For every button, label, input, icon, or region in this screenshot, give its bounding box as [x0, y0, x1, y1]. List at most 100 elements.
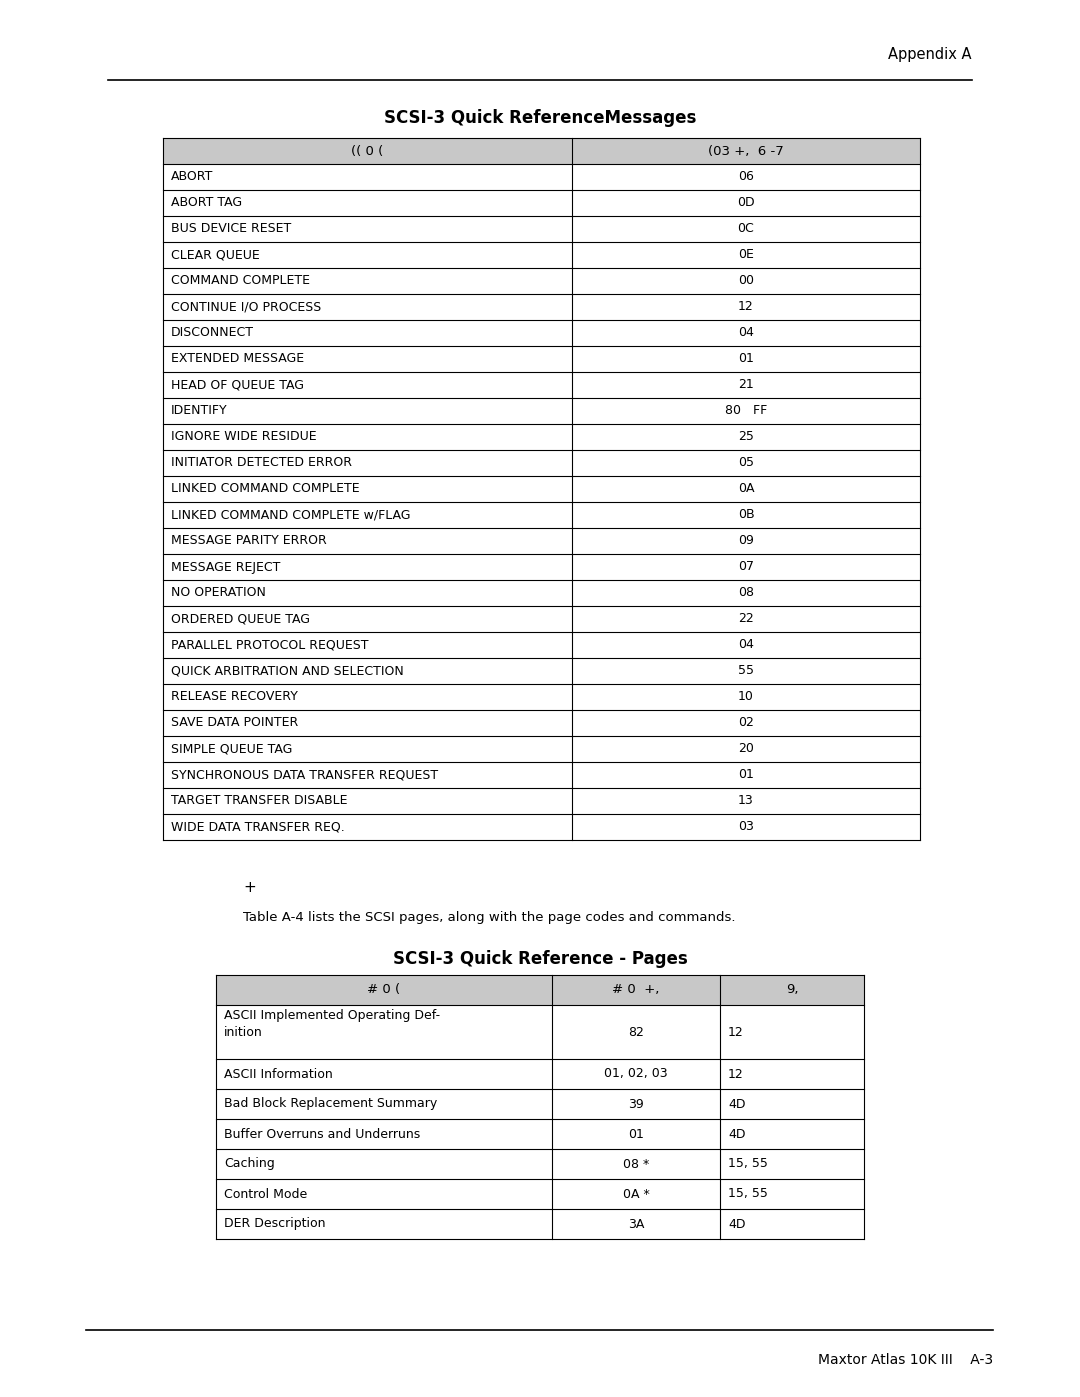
- Bar: [163, 372, 920, 398]
- Bar: [163, 502, 920, 528]
- Bar: [163, 658, 920, 685]
- Text: EXTENDED MESSAGE: EXTENDED MESSAGE: [171, 352, 305, 366]
- Text: ASCII Information: ASCII Information: [224, 1067, 333, 1080]
- Text: 0A: 0A: [738, 482, 754, 496]
- Text: RELEASE RECOVERY: RELEASE RECOVERY: [171, 690, 298, 704]
- Text: COMMAND COMPLETE: COMMAND COMPLETE: [171, 274, 310, 288]
- Bar: [163, 606, 920, 631]
- Text: 55: 55: [738, 665, 754, 678]
- Text: WIDE DATA TRANSFER REQ.: WIDE DATA TRANSFER REQ.: [171, 820, 345, 834]
- Text: 10: 10: [738, 690, 754, 704]
- Text: 01, 02, 03: 01, 02, 03: [604, 1067, 667, 1080]
- Text: ABORT: ABORT: [171, 170, 214, 183]
- Text: Control Mode: Control Mode: [224, 1187, 307, 1200]
- Text: 04: 04: [738, 638, 754, 651]
- Text: HEAD OF QUEUE TAG: HEAD OF QUEUE TAG: [171, 379, 303, 391]
- Text: 12: 12: [728, 1067, 744, 1080]
- Text: 0B: 0B: [738, 509, 754, 521]
- Text: +: +: [243, 880, 256, 894]
- Bar: [163, 788, 920, 814]
- Text: BUS DEVICE RESET: BUS DEVICE RESET: [171, 222, 292, 236]
- Text: inition: inition: [224, 1027, 262, 1039]
- Text: 01: 01: [738, 352, 754, 366]
- Text: Table A-4 lists the SCSI pages, along with the page codes and commands.: Table A-4 lists the SCSI pages, along wi…: [243, 911, 735, 923]
- Text: 4D: 4D: [728, 1098, 745, 1111]
- Text: IDENTIFY: IDENTIFY: [171, 405, 228, 418]
- Text: 0A *: 0A *: [623, 1187, 649, 1200]
- Text: 05: 05: [738, 457, 754, 469]
- Text: 4D: 4D: [728, 1127, 745, 1140]
- Text: # 0 (: # 0 (: [367, 983, 401, 996]
- Bar: [216, 975, 864, 1004]
- Bar: [163, 138, 920, 163]
- Text: SAVE DATA POINTER: SAVE DATA POINTER: [171, 717, 298, 729]
- Text: 0E: 0E: [738, 249, 754, 261]
- Bar: [216, 1119, 864, 1148]
- Bar: [163, 425, 920, 450]
- Bar: [163, 580, 920, 606]
- Text: INITIATOR DETECTED ERROR: INITIATOR DETECTED ERROR: [171, 457, 352, 469]
- Text: IGNORE WIDE RESIDUE: IGNORE WIDE RESIDUE: [171, 430, 316, 443]
- Text: 20: 20: [738, 742, 754, 756]
- Text: 07: 07: [738, 560, 754, 574]
- Text: ABORT TAG: ABORT TAG: [171, 197, 242, 210]
- Bar: [216, 1148, 864, 1179]
- Text: PARALLEL PROTOCOL REQUEST: PARALLEL PROTOCOL REQUEST: [171, 638, 368, 651]
- Text: (( 0 (: (( 0 (: [351, 144, 383, 158]
- Text: (03 +,  6 -7: (03 +, 6 -7: [708, 144, 784, 158]
- Text: 4D: 4D: [728, 1218, 745, 1231]
- Text: 15, 55: 15, 55: [728, 1187, 768, 1200]
- Text: 9,: 9,: [786, 983, 798, 996]
- Text: 13: 13: [738, 795, 754, 807]
- Text: 21: 21: [738, 379, 754, 391]
- Text: 12: 12: [728, 1025, 744, 1038]
- Bar: [216, 1179, 864, 1208]
- Text: 22: 22: [738, 612, 754, 626]
- Text: 08 *: 08 *: [623, 1158, 649, 1171]
- Bar: [216, 1004, 864, 1059]
- Text: 09: 09: [738, 535, 754, 548]
- Bar: [163, 346, 920, 372]
- Text: 03: 03: [738, 820, 754, 834]
- Bar: [163, 217, 920, 242]
- Text: ASCII Implemented Operating Def-: ASCII Implemented Operating Def-: [224, 1009, 441, 1021]
- Text: CLEAR QUEUE: CLEAR QUEUE: [171, 249, 260, 261]
- Text: 82: 82: [629, 1025, 644, 1038]
- Text: SYNCHRONOUS DATA TRANSFER REQUEST: SYNCHRONOUS DATA TRANSFER REQUEST: [171, 768, 438, 781]
- Text: QUICK ARBITRATION AND SELECTION: QUICK ARBITRATION AND SELECTION: [171, 665, 404, 678]
- Text: 0D: 0D: [738, 197, 755, 210]
- Text: CONTINUE I/O PROCESS: CONTINUE I/O PROCESS: [171, 300, 321, 313]
- Bar: [163, 736, 920, 761]
- Text: Appendix A: Appendix A: [889, 47, 972, 63]
- Text: 80   FF: 80 FF: [725, 405, 767, 418]
- Text: 02: 02: [738, 717, 754, 729]
- Text: 12: 12: [738, 300, 754, 313]
- Text: 15, 55: 15, 55: [728, 1158, 768, 1171]
- Text: Caching: Caching: [224, 1158, 274, 1171]
- Bar: [163, 293, 920, 320]
- Text: SCSI-3 Quick Reference - Pages: SCSI-3 Quick Reference - Pages: [393, 950, 687, 968]
- Text: 0C: 0C: [738, 222, 754, 236]
- Bar: [163, 528, 920, 555]
- Text: LINKED COMMAND COMPLETE: LINKED COMMAND COMPLETE: [171, 482, 360, 496]
- Text: DISCONNECT: DISCONNECT: [171, 327, 254, 339]
- Bar: [163, 450, 920, 476]
- Bar: [163, 555, 920, 580]
- Bar: [216, 1208, 864, 1239]
- Bar: [163, 268, 920, 293]
- Bar: [163, 398, 920, 425]
- Text: # 0  +,: # 0 +,: [612, 983, 660, 996]
- Text: 3A: 3A: [627, 1218, 644, 1231]
- Text: MESSAGE REJECT: MESSAGE REJECT: [171, 560, 281, 574]
- Bar: [163, 761, 920, 788]
- Text: ORDERED QUEUE TAG: ORDERED QUEUE TAG: [171, 612, 310, 626]
- Text: SIMPLE QUEUE TAG: SIMPLE QUEUE TAG: [171, 742, 293, 756]
- Bar: [163, 685, 920, 710]
- Text: TARGET TRANSFER DISABLE: TARGET TRANSFER DISABLE: [171, 795, 348, 807]
- Text: DER Description: DER Description: [224, 1218, 325, 1231]
- Text: Buffer Overruns and Underruns: Buffer Overruns and Underruns: [224, 1127, 420, 1140]
- Text: Maxtor Atlas 10K III    A-3: Maxtor Atlas 10K III A-3: [818, 1354, 993, 1368]
- Text: Bad Block Replacement Summary: Bad Block Replacement Summary: [224, 1098, 437, 1111]
- Bar: [163, 320, 920, 346]
- Text: 04: 04: [738, 327, 754, 339]
